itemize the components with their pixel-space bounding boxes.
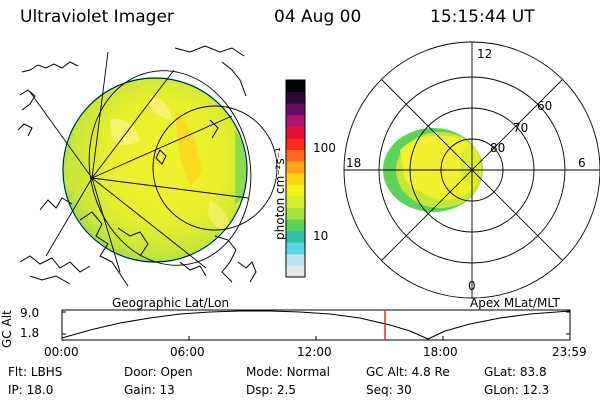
alt-ytick-1: 1.8 xyxy=(20,326,40,340)
glon-info: GLon: 12.3 xyxy=(484,384,549,396)
colorbar-segment xyxy=(286,137,305,151)
time-label: 15:15:44 UT xyxy=(430,7,535,27)
colorbar xyxy=(286,80,305,278)
colorbar-segment xyxy=(286,103,305,116)
glat-value: 83.8 xyxy=(519,365,547,379)
colorbar-segment xyxy=(286,126,305,139)
colorbar-segment xyxy=(286,114,305,127)
seq-info: Seq: 30 xyxy=(366,384,412,396)
glat-info: GLat: 83.8 xyxy=(484,366,547,378)
mlt-label-0: 0 xyxy=(468,279,476,293)
door-info: Door: Open xyxy=(124,366,193,378)
geo-grid xyxy=(29,51,278,273)
seq-value: 30 xyxy=(396,383,412,397)
colorbar-tick-100: 100 xyxy=(313,141,336,155)
lat-label-80: 80 xyxy=(490,141,506,155)
alt-xtick-0: 00:00 xyxy=(44,345,79,359)
flt-info: Flt: LBHS xyxy=(8,366,62,378)
colorbar-unit-label: photon cm⁻²s⁻¹ xyxy=(273,147,287,240)
alt-ylabel: GC Alt xyxy=(0,310,14,348)
colorbar-segment xyxy=(286,253,305,266)
mlt-label-6: 6 xyxy=(578,156,586,170)
dsp-info: Dsp: 2.5 xyxy=(246,384,296,396)
coastlines xyxy=(17,45,257,287)
ip-info: IP: 18.0 xyxy=(8,384,53,396)
mode-value: Normal xyxy=(286,365,330,379)
colorbar-segment xyxy=(286,195,305,208)
colorbar-segment xyxy=(286,184,305,197)
ip-value: 18.0 xyxy=(26,383,54,397)
colorbar-segment xyxy=(286,242,305,255)
mlt-label-12: 12 xyxy=(477,47,493,61)
glon-label: GLon: xyxy=(484,383,519,397)
alt-ytick-9: 9.0 xyxy=(20,306,40,320)
dsp-label: Dsp: xyxy=(246,383,274,397)
geo-panel-label: Geographic Lat/Lon xyxy=(112,296,230,310)
alt-xtick-2: 12:00 xyxy=(297,345,332,359)
instrument-title: Ultraviolet Imager xyxy=(20,7,174,27)
door-label: Door: xyxy=(124,365,157,379)
lat-label-60: 60 xyxy=(537,99,553,113)
date-label: 04 Aug 00 xyxy=(274,7,362,27)
door-value: Open xyxy=(160,365,193,379)
altitude-curve xyxy=(61,310,571,340)
colorbar-segment xyxy=(286,265,305,278)
lat-label-70: 70 xyxy=(513,121,529,135)
ip-label: IP: xyxy=(8,383,23,397)
gc-alt-info: GC Alt: 4.8 Re xyxy=(366,366,450,378)
flt-label: Flt: xyxy=(8,365,27,379)
gc-alt-value: 4.8 Re xyxy=(411,365,450,379)
altitude-plot-frame xyxy=(61,309,571,341)
colorbar-segment xyxy=(286,80,305,93)
mlt-label-18: 18 xyxy=(346,156,362,170)
polar-panel-label: Apex MLat/MLT xyxy=(470,296,560,310)
alt-xtick-1: 06:00 xyxy=(170,345,205,359)
colorbar-segment xyxy=(286,149,305,162)
gain-info: Gain: 13 xyxy=(124,384,175,396)
colorbar-segment xyxy=(286,207,305,220)
polar-plot xyxy=(343,41,600,299)
colorbar-segment xyxy=(286,161,305,174)
colorbar-segment xyxy=(286,172,305,185)
dsp-value: 2.5 xyxy=(276,383,297,397)
gain-label: Gain: xyxy=(124,383,156,397)
colorbar-tick-10: 10 xyxy=(313,229,329,243)
gc-alt-label: GC Alt: xyxy=(366,365,408,379)
mode-info: Mode: Normal xyxy=(246,366,330,378)
colorbar-segment xyxy=(286,219,305,232)
flt-value: LBHS xyxy=(30,365,63,379)
colorbar-segment xyxy=(286,91,305,104)
seq-label: Seq: xyxy=(366,383,393,397)
mode-label: Mode: xyxy=(246,365,283,379)
geo-image xyxy=(62,77,248,263)
alt-xtick-4: 23:59 xyxy=(552,345,587,359)
glat-label: GLat: xyxy=(484,365,517,379)
colorbar-segment xyxy=(286,230,305,243)
colorbar-frame xyxy=(285,79,306,278)
alt-xtick-3: 18:00 xyxy=(423,345,458,359)
glon-value: 12.3 xyxy=(522,383,550,397)
gain-value: 13 xyxy=(159,383,175,397)
